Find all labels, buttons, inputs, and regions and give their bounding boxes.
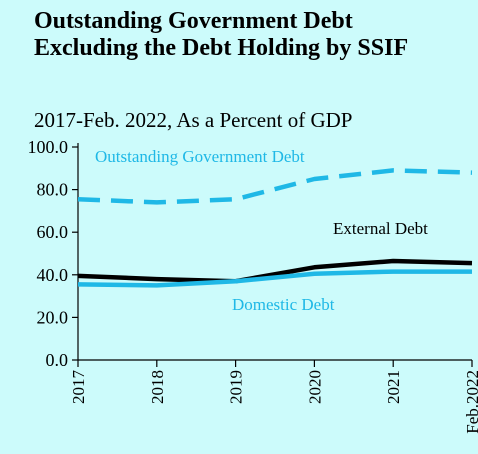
series-label-outstanding-government-debt: Outstanding Government Debt [95,147,305,166]
x-tick-label: 2021 [384,370,403,404]
series-label-domestic-debt: Domestic Debt [232,295,335,314]
x-tick-label: 2018 [148,370,167,404]
series-line-external-debt [77,258,473,284]
y-tick-label: 100.0 [28,137,69,157]
y-tick-label: 80.0 [37,180,69,200]
chart-subtitle: 2017-Feb. 2022, As a Percent of GDP [34,108,353,132]
y-tick-label: 20.0 [37,307,69,327]
y-tick-label: 60.0 [37,222,69,242]
series-label-external-debt: External Debt [333,219,428,238]
y-tick-label: 40.0 [37,265,69,285]
x-tick-label: 2017 [69,370,88,405]
y-tick-label: 0.0 [46,350,69,370]
x-tick-label: 2020 [305,370,324,404]
series-line-domestic-debt [77,269,472,288]
chart-title: Outstanding Government Debt Excluding th… [34,8,409,61]
x-tick-label: 2019 [227,370,246,404]
series-line-outstanding-government-debt [77,168,473,205]
x-tick-label: Feb.2022 [463,370,478,434]
